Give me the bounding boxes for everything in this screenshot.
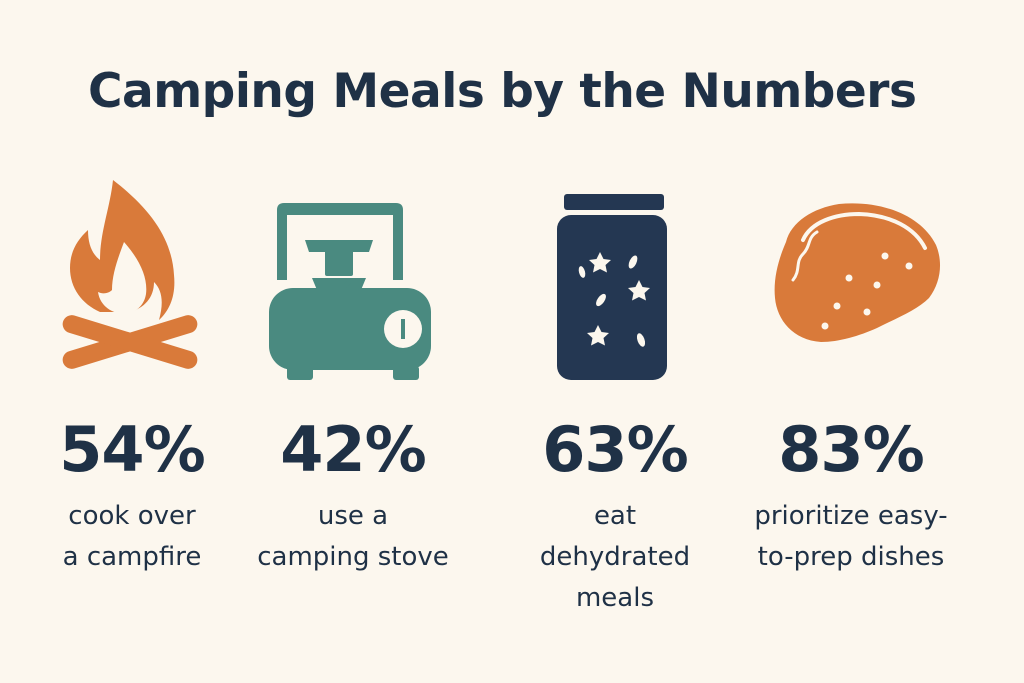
taco-icon [731, 170, 971, 385]
stat-description: use a camping stove [257, 501, 449, 572]
stat-value: 63% [542, 413, 688, 486]
stat-value: 42% [280, 413, 426, 486]
stat-value: 54% [59, 413, 205, 486]
stat-description: eat dehydrated meals [539, 501, 691, 613]
campfire-icon [12, 170, 252, 385]
stat-description: cook over a campfire [62, 501, 202, 572]
page-title: Camping Meals by the Numbers [88, 64, 917, 119]
jar-icon [495, 170, 735, 385]
stat-description: prioritize easy- to-prep dishes [754, 501, 948, 572]
camping-stove-icon [233, 170, 473, 385]
stat-value: 83% [778, 413, 924, 486]
